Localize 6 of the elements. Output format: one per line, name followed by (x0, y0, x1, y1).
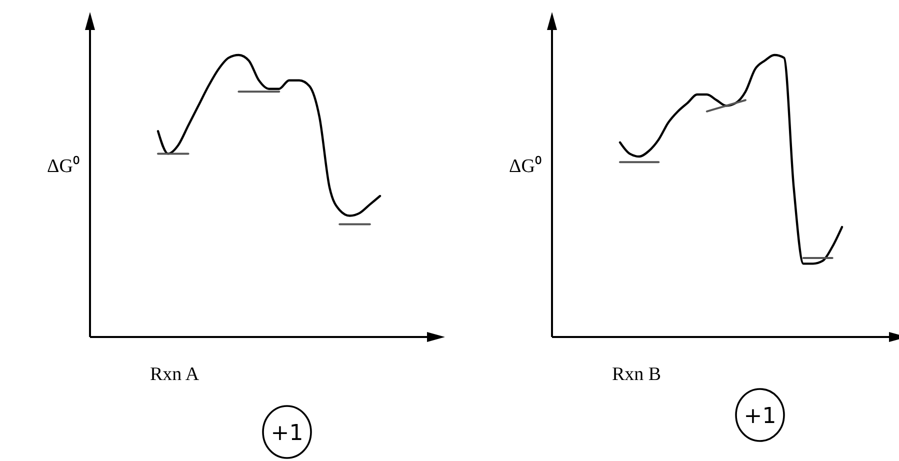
text: +1 (744, 404, 776, 429)
y-axis-title: ΔG⁰ (509, 155, 542, 177)
text: +1 (270, 421, 304, 446)
y-axis-title: ΔG⁰ (47, 155, 80, 177)
x-axis-title: Rxn B (612, 364, 662, 385)
x-axis-title: Rxn A (150, 364, 200, 385)
